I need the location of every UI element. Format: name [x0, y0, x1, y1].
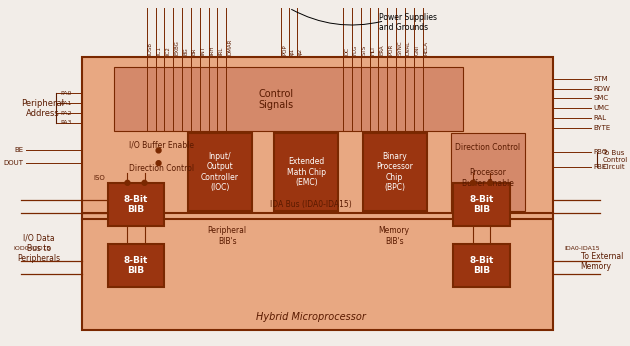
Text: IC1: IC1	[157, 46, 162, 55]
Text: 8-Bit
BIB: 8-Bit BIB	[124, 256, 148, 275]
Text: PBE: PBE	[593, 164, 607, 170]
Text: RDW: RDW	[593, 85, 610, 92]
Text: φ1: φ1	[290, 48, 295, 55]
Text: INT: INT	[201, 46, 206, 55]
Circle shape	[125, 180, 130, 185]
Text: Peripheral
BIB's: Peripheral BIB's	[208, 226, 247, 246]
Text: DMAR: DMAR	[227, 39, 232, 55]
Text: HLT: HLT	[370, 46, 375, 55]
Text: BYTE: BYTE	[593, 125, 610, 131]
Text: PA0: PA0	[60, 91, 72, 96]
Text: PA1: PA1	[60, 101, 72, 106]
Text: SMC: SMC	[593, 95, 609, 101]
Bar	[115, 67, 463, 131]
Bar	[363, 133, 427, 211]
Text: Control
Signals: Control Signals	[259, 89, 294, 110]
Circle shape	[488, 180, 493, 185]
Bar	[453, 183, 510, 226]
Text: FLG: FLG	[353, 45, 358, 55]
Text: Extended
Math Chip
(EMC): Extended Math Chip (EMC)	[287, 157, 326, 187]
Circle shape	[471, 180, 476, 185]
Bar	[451, 133, 525, 211]
Text: RAL: RAL	[593, 115, 607, 121]
Text: 8-Bit
BIB: 8-Bit BIB	[469, 195, 494, 214]
Text: GNI: GNI	[415, 45, 420, 55]
Text: BR: BR	[192, 48, 197, 55]
Text: DC: DC	[344, 47, 349, 55]
Text: IOD0-IOD15: IOD0-IOD15	[13, 246, 50, 251]
Bar	[108, 183, 164, 226]
Text: Processor
Buffer Enable: Processor Buffer Enable	[462, 168, 514, 188]
Text: 8-Bit
BIB: 8-Bit BIB	[124, 195, 148, 214]
Text: Peripheral
Address: Peripheral Address	[21, 99, 64, 118]
Text: DOUT: DOUT	[3, 160, 23, 166]
Text: BG: BG	[183, 47, 188, 55]
Text: RELA: RELA	[423, 41, 428, 55]
Text: IRL: IRL	[219, 47, 224, 55]
Bar	[82, 57, 553, 330]
Text: φ2: φ2	[298, 48, 303, 55]
Text: STM: STM	[593, 76, 608, 82]
Text: PBO: PBO	[593, 149, 607, 155]
Text: EXBG: EXBG	[175, 40, 180, 55]
Text: UMC: UMC	[593, 105, 609, 111]
Text: IOSB: IOSB	[148, 42, 152, 55]
Text: ERA: ERA	[379, 45, 384, 55]
Text: POP: POP	[282, 44, 287, 55]
Text: Hybrid Microprocessor: Hybrid Microprocessor	[256, 312, 365, 322]
Text: Power Supplies
and Grounds: Power Supplies and Grounds	[379, 13, 437, 33]
Text: IRH: IRH	[210, 46, 215, 55]
Text: POR: POR	[388, 44, 393, 55]
Text: Memory
BIB's: Memory BIB's	[379, 226, 410, 246]
Text: IDA Bus (IDA0-IDA15): IDA Bus (IDA0-IDA15)	[270, 200, 352, 209]
Bar	[188, 133, 252, 211]
Text: To External
Memory: To External Memory	[581, 252, 623, 271]
Text: I/O Buffer Enable: I/O Buffer Enable	[129, 140, 194, 149]
Bar	[275, 133, 338, 211]
Text: I/O Data
Bus to
Peripherals: I/O Data Bus to Peripherals	[17, 234, 60, 264]
Circle shape	[156, 161, 161, 166]
Text: Direction Control: Direction Control	[455, 143, 520, 152]
Bar	[82, 57, 553, 330]
Text: Input/
Output
Controller
(IOC): Input/ Output Controller (IOC)	[201, 152, 239, 192]
Text: DVAL: DVAL	[406, 41, 411, 55]
Text: To Bus
Control
Circuit: To Bus Control Circuit	[602, 150, 627, 170]
Text: Binary
Processor
Chip
(BPC): Binary Processor Chip (BPC)	[376, 152, 413, 192]
Text: ISO: ISO	[94, 175, 106, 181]
Text: PA2: PA2	[60, 111, 72, 116]
Text: Direction Control: Direction Control	[129, 164, 194, 173]
Bar	[453, 244, 510, 287]
Text: IC2: IC2	[166, 46, 171, 55]
Text: PA3: PA3	[60, 120, 72, 126]
Text: IDA0-IDA15: IDA0-IDA15	[564, 246, 600, 251]
Text: BE: BE	[14, 147, 23, 153]
Circle shape	[156, 148, 161, 153]
Text: 8-Bit
BIB: 8-Bit BIB	[469, 256, 494, 275]
Text: STS: STS	[362, 45, 367, 55]
Bar	[108, 244, 164, 287]
Text: SYNC: SYNC	[397, 40, 402, 55]
Circle shape	[142, 180, 147, 185]
